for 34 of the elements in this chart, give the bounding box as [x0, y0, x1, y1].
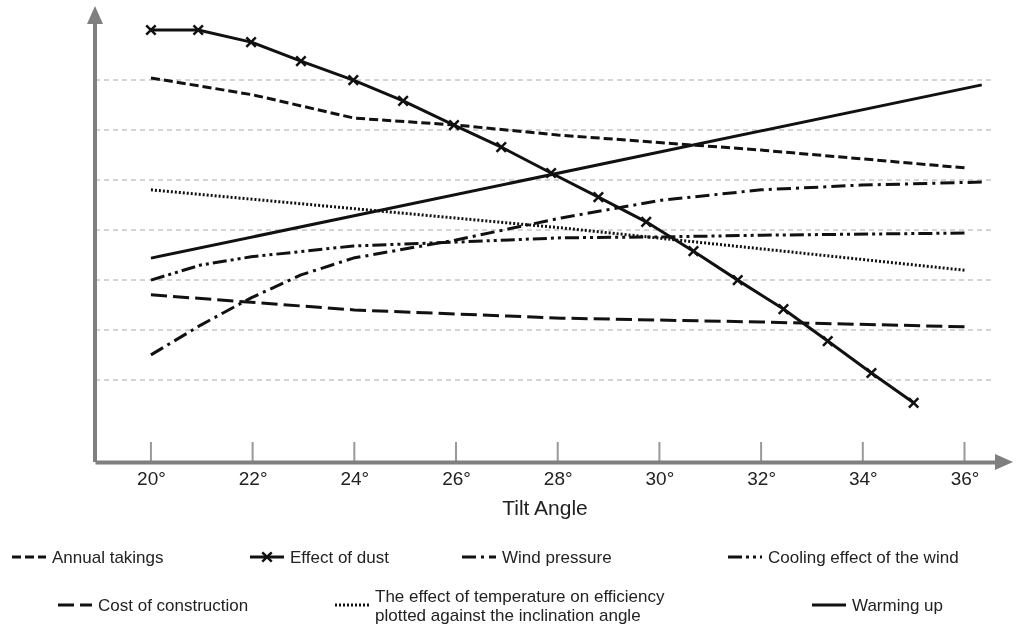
x-tick-label: 34° [848, 468, 878, 490]
point [545, 167, 558, 179]
point [245, 36, 258, 49]
x-tick-label: 32° [747, 468, 776, 490]
legend-label: Cooling effect of the wind [768, 548, 959, 567]
point [865, 367, 878, 379]
point [592, 191, 605, 204]
x-tick-label: 22° [238, 468, 268, 490]
x-tick-label: 20° [137, 468, 166, 490]
point [821, 335, 834, 348]
legend-label: Wind pressure [502, 548, 612, 567]
x-tick-label: 30° [645, 468, 675, 490]
x-tick-label: 24° [340, 468, 370, 490]
legend-label: Annual takings [52, 548, 164, 567]
point [448, 119, 460, 132]
x-axis-title: Tilt Angle [502, 496, 588, 519]
point [907, 396, 920, 409]
x-tick-label: 28° [543, 468, 573, 490]
x-tick-label: 26° [442, 468, 471, 490]
point [294, 55, 307, 68]
point [347, 74, 360, 87]
point [640, 215, 653, 228]
point [731, 274, 744, 287]
legend-label: Warming up [852, 596, 944, 615]
legend-label: The effect of temperature on efficiency plotted against the inclination angle [375, 586, 665, 625]
point [144, 24, 157, 36]
point [687, 245, 700, 258]
point [495, 141, 508, 154]
x-tick-label: 36° [950, 468, 980, 490]
point [192, 24, 205, 36]
point [777, 303, 790, 316]
legend-label: Cost of construction [98, 596, 249, 615]
legend-label: Effect of dust [290, 548, 390, 567]
point [397, 94, 410, 107]
